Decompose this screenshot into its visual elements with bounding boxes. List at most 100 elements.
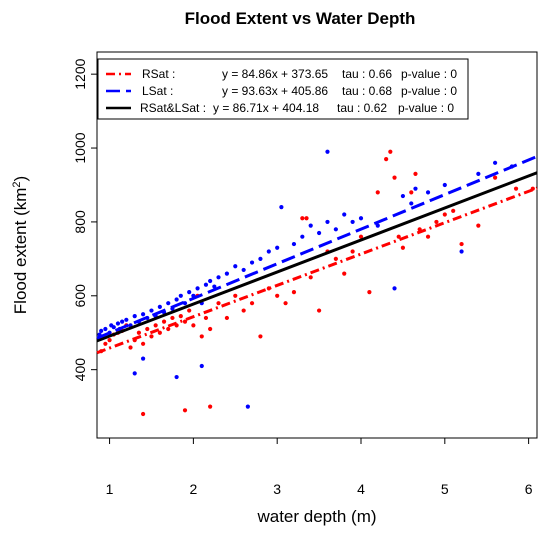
x-tick-label: 2 — [189, 481, 197, 497]
y-axis-label-sup: 2 — [11, 181, 23, 187]
legend-box — [97, 58, 469, 120]
legend-tau: tau : 0.66 — [342, 67, 392, 81]
y-axis-label-main: Flood extent (km — [11, 188, 30, 315]
data-point-lsat — [409, 201, 414, 206]
data-point-lsat — [392, 286, 397, 291]
x-tick-label: 1 — [106, 481, 114, 497]
data-point-rsat — [459, 241, 464, 247]
legend-pvalue: p-value : 0 — [401, 84, 457, 98]
legend-equation: y = 84.86x + 373.65 — [222, 67, 328, 81]
data-point-rsat — [442, 212, 447, 217]
legend-name: RSat&LSat : — [140, 101, 206, 115]
data-point-lsat — [99, 328, 104, 333]
data-point-lsat — [400, 193, 406, 199]
data-point-lsat — [358, 216, 364, 221]
data-point-rsat — [216, 301, 221, 306]
data-point-lsat — [350, 219, 355, 225]
data-point-lsat — [132, 371, 137, 376]
data-point-lsat — [258, 256, 263, 261]
legend-pvalue: p-value : 0 — [401, 67, 457, 81]
data-point-lsat — [279, 205, 284, 210]
data-point-rsat — [367, 289, 372, 295]
data-point-lsat — [174, 374, 179, 380]
x-tick-label: 6 — [525, 481, 533, 497]
data-point-lsat — [316, 230, 322, 236]
data-point-lsat — [178, 293, 183, 298]
data-point-lsat — [325, 219, 330, 225]
data-point-rsat — [388, 149, 393, 154]
regression-line-rsat — [96, 186, 538, 355]
data-point-lsat — [149, 308, 154, 313]
data-point-lsat — [115, 321, 121, 326]
legend-pvalue: p-value : 0 — [398, 101, 454, 115]
legend-tau: tau : 0.62 — [337, 101, 387, 115]
y-tick-label: 1200 — [72, 58, 88, 89]
data-point-lsat — [245, 404, 250, 409]
data-point-rsat — [400, 245, 406, 250]
y-axis-label-close: ) — [11, 176, 30, 182]
regression-lines — [96, 155, 538, 355]
y-axis-label: Flood extent (km2) — [11, 176, 30, 314]
data-point-rsat — [492, 175, 498, 180]
data-point-rsat — [476, 223, 481, 228]
legend-equation: y = 86.71x + 404.18 — [213, 101, 319, 115]
data-point-rsat — [153, 323, 158, 328]
plot-frame — [96, 51, 538, 439]
data-point-rsat — [157, 330, 162, 335]
data-point-lsat — [124, 317, 129, 322]
data-point-rsat — [316, 308, 322, 313]
data-point-rsat — [425, 234, 431, 239]
data-point-lsat — [459, 249, 464, 254]
x-tick-label: 4 — [357, 481, 365, 497]
data-point-rsat — [396, 234, 401, 239]
data-point-rsat — [291, 289, 297, 295]
legend-name: RSat : — [142, 67, 175, 81]
data-point-lsat — [300, 234, 305, 239]
data-point-lsat — [120, 319, 125, 324]
data-point-rsat — [140, 411, 146, 417]
data-point-rsat — [140, 341, 146, 346]
data-point-lsat — [140, 312, 146, 317]
data-points — [97, 149, 535, 417]
data-point-rsat — [342, 271, 347, 276]
data-point-rsat — [103, 341, 108, 346]
data-point-lsat — [203, 282, 209, 287]
data-point-rsat — [199, 334, 204, 339]
regression-line-combined — [96, 171, 538, 343]
data-point-lsat — [375, 223, 380, 228]
data-point-rsat — [149, 334, 154, 339]
data-point-rsat — [358, 234, 364, 239]
data-point-rsat — [191, 323, 196, 328]
x-tick-label: 5 — [441, 481, 449, 497]
data-point-rsat — [258, 334, 263, 339]
data-point-lsat — [333, 227, 338, 232]
data-point-lsat — [233, 264, 238, 269]
data-point-rsat — [208, 404, 213, 409]
data-point-rsat — [513, 186, 519, 191]
data-point-rsat — [413, 171, 418, 176]
data-point-lsat — [291, 241, 297, 247]
legend-equation: y = 93.63x + 405.86 — [222, 84, 328, 98]
data-point-lsat — [492, 160, 498, 165]
data-point-lsat — [208, 278, 213, 284]
legend: RSat : y = 84.86x + 373.65 tau : 0.66 p-val… — [97, 58, 469, 120]
data-point-rsat — [409, 190, 414, 195]
svg-text:Flood extent (km2): Flood extent (km2) — [11, 176, 30, 314]
data-point-rsat — [451, 208, 456, 213]
y-tick-label: 400 — [72, 358, 88, 382]
data-point-rsat — [392, 175, 397, 180]
data-point-lsat — [342, 212, 347, 217]
data-point-rsat — [107, 338, 112, 343]
data-point-rsat — [375, 190, 380, 195]
data-point-rsat — [300, 216, 305, 221]
data-point-lsat — [442, 182, 447, 188]
data-point-rsat — [187, 308, 192, 313]
data-point-rsat — [384, 157, 389, 162]
data-point-rsat — [241, 308, 246, 313]
data-point-rsat — [170, 315, 175, 321]
x-tick-label: 3 — [273, 481, 281, 497]
data-point-lsat — [216, 275, 221, 280]
data-point-lsat — [249, 260, 255, 265]
axis-ticks: 1 2 3 4 5 6 400 600 800 1000 1200 — [72, 58, 533, 497]
